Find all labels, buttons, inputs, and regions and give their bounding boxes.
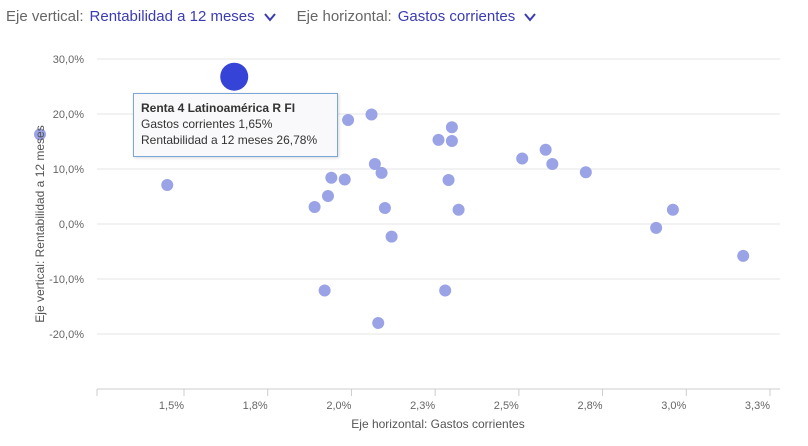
data-point xyxy=(650,221,663,234)
y-axis-title: Eje vertical: Rentabilidad a 12 meses xyxy=(33,125,47,322)
y-tick-label: -20,0% xyxy=(49,329,84,341)
x-tick-label: 2,5% xyxy=(494,400,519,412)
data-point xyxy=(161,178,174,191)
tooltip-x-value: Gastos corrientes 1,65% xyxy=(141,117,273,131)
x-tick-label: 2,8% xyxy=(577,400,602,412)
vertical-axis-label: Eje vertical: xyxy=(6,8,84,25)
data-point xyxy=(378,202,391,215)
axis-controls: Eje vertical: Rentabilidad a 12 meses Ej… xyxy=(6,8,557,25)
data-point xyxy=(666,203,679,216)
data-point xyxy=(445,134,458,147)
data-points xyxy=(34,62,750,329)
data-point xyxy=(432,133,445,146)
x-axis: 1,5% 1,8% 2,0% 2,3% 2,5% 2,8% 3,0% 3,3% xyxy=(96,388,780,412)
y-tick-label: 30,0% xyxy=(53,54,84,66)
chevron-down-icon[interactable] xyxy=(523,10,537,24)
data-point xyxy=(365,108,378,121)
data-point xyxy=(539,143,552,156)
vertical-axis-selector[interactable]: Eje vertical: Rentabilidad a 12 meses xyxy=(6,8,277,25)
x-tick-label: 2,3% xyxy=(410,400,435,412)
y-tick-label: 20,0% xyxy=(53,109,84,121)
y-axis-ticks: 30,0% 20,0% 10,0% 0,0% -10,0% -20,0% xyxy=(49,54,84,341)
point-tooltip: Renta 4 Latinoamérica R FI Gastos corrie… xyxy=(133,93,338,157)
x-tick-label: 3,0% xyxy=(661,400,686,412)
data-point xyxy=(442,174,455,186)
data-point xyxy=(737,249,750,262)
data-point xyxy=(368,158,381,171)
data-point xyxy=(372,317,385,329)
data-point xyxy=(338,173,351,186)
x-tick-label: 3,3% xyxy=(745,400,770,412)
x-tick-label: 1,5% xyxy=(159,400,184,412)
vertical-axis-value[interactable]: Rentabilidad a 12 meses xyxy=(89,8,255,25)
data-point xyxy=(34,128,47,141)
data-point xyxy=(318,284,331,297)
x-tick-label: 1,8% xyxy=(243,400,268,412)
x-axis-title: Eje horizontal: Gastos corrientes xyxy=(351,417,524,431)
horizontal-axis-value[interactable]: Gastos corrientes xyxy=(397,8,516,25)
data-point xyxy=(439,284,452,297)
data-point xyxy=(321,189,334,202)
data-point xyxy=(325,171,338,184)
y-tick-label: 10,0% xyxy=(53,164,84,176)
data-point xyxy=(445,121,458,134)
data-point xyxy=(546,158,559,171)
chevron-down-icon[interactable] xyxy=(263,10,277,24)
data-point xyxy=(579,166,592,179)
x-tick-label: 2,0% xyxy=(326,400,351,412)
data-point xyxy=(516,152,529,165)
data-point xyxy=(452,203,465,216)
highlighted-data-point xyxy=(220,62,249,91)
data-point xyxy=(308,200,321,213)
horizontal-axis-selector[interactable]: Eje horizontal: Gastos corrientes xyxy=(297,8,538,25)
tooltip-title: Renta 4 Latinoamérica R FI xyxy=(141,101,296,115)
y-tick-label: -10,0% xyxy=(49,274,84,286)
data-point xyxy=(385,230,398,243)
tooltip-y-value: Rentabilidad a 12 meses 26,78% xyxy=(141,133,318,147)
horizontal-axis-label: Eje horizontal: xyxy=(296,8,392,25)
data-point xyxy=(375,166,388,179)
y-tick-label: 0,0% xyxy=(59,219,84,231)
data-point xyxy=(342,114,355,127)
